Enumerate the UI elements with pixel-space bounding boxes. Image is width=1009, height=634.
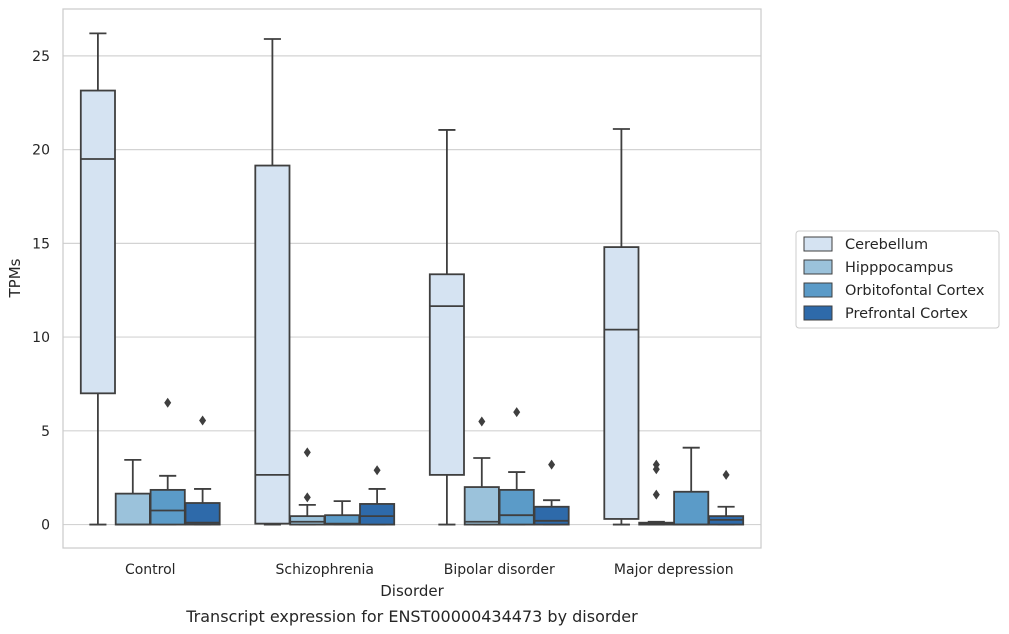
outlier-point (548, 459, 556, 470)
x-axis-title: Disorder (380, 582, 444, 600)
outlier-point (164, 397, 172, 408)
legend: Cerebellum Hipppocampus Orbitofontal Corte… (795, 230, 1000, 329)
box (359, 503, 396, 526)
y-axis-title: TPMs (6, 258, 24, 298)
y-tick-label: 15 (32, 236, 50, 252)
boxes (79, 32, 745, 526)
plot-frame (62, 8, 762, 549)
outlier-point (373, 465, 381, 476)
outlier-point (652, 489, 660, 500)
legend-swatch (803, 305, 833, 321)
box-group (638, 459, 675, 526)
outlier-point (652, 459, 660, 470)
legend-label: Orbitofontal Cortex (845, 283, 985, 299)
box-group (149, 397, 186, 526)
box-group (428, 129, 465, 526)
outlier-point (478, 416, 486, 427)
outlier-point (513, 407, 521, 418)
box-group (79, 32, 116, 526)
box (184, 502, 221, 526)
box-group (498, 407, 535, 526)
y-tick-labels: 0 5 10 15 20 25 (32, 49, 50, 534)
legend-swatch (803, 282, 833, 298)
y-tick-label: 25 (32, 49, 50, 65)
box (114, 492, 151, 526)
y-tick-label: 20 (32, 143, 50, 159)
box (149, 488, 186, 526)
y-tick-label: 5 (41, 424, 50, 440)
outlier-point (199, 415, 207, 426)
box (603, 246, 640, 520)
gridlines (63, 55, 761, 526)
box (289, 515, 326, 526)
box-group (673, 446, 710, 526)
box-group (708, 469, 745, 526)
box-group (289, 447, 326, 526)
x-tick-label: Major depression (614, 562, 734, 578)
legend-swatch (803, 259, 833, 275)
box-group (603, 128, 640, 526)
legend-swatch (803, 236, 833, 252)
legend-frame (795, 230, 1000, 329)
x-tick-label: Control (125, 562, 176, 578)
box-group (533, 459, 570, 526)
box-group (359, 465, 396, 526)
x-tick-label: Schizophrenia (276, 562, 374, 578)
box (673, 490, 710, 526)
x-tick-label: Bipolar disorder (444, 562, 555, 578)
box (254, 164, 291, 525)
outlier-point (722, 469, 730, 480)
x-tick-labels: Control Schizophrenia Bipolar disorder Majo… (125, 562, 734, 578)
box-group (184, 415, 221, 526)
box (463, 486, 500, 526)
legend-label: Prefrontal Cortex (845, 306, 968, 322)
legend-label: Hipppocampus (845, 260, 953, 276)
box-group (324, 500, 361, 526)
box (79, 89, 116, 395)
box-group (254, 38, 291, 526)
y-tick-label: 0 (41, 518, 50, 534)
box (428, 273, 465, 476)
box (498, 488, 535, 526)
box-group (114, 458, 151, 526)
outlier-point (303, 447, 311, 458)
legend-label: Cerebellum (845, 237, 928, 253)
box (533, 505, 570, 526)
box-group (463, 416, 500, 526)
outlier-point (303, 492, 311, 503)
y-tick-label: 10 (32, 330, 50, 346)
chart-caption: Transcript expression for ENST0000043447… (185, 607, 638, 626)
